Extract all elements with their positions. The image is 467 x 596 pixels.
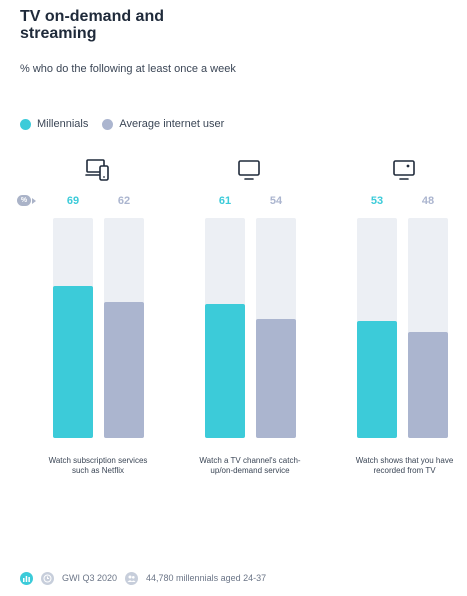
legend-swatch-millennials <box>20 118 31 130</box>
bar-track-average-catchup <box>256 218 296 438</box>
footer-source: GWI Q3 2020 <box>62 573 118 583</box>
legend-label-average: Average internet user <box>119 118 225 130</box>
legend: Millennials Average internet user <box>20 117 238 131</box>
percent-badge: % <box>17 195 31 206</box>
percent-badge-arrow <box>32 198 36 204</box>
bar-track-millennials-netflix <box>53 218 93 438</box>
tv-icon <box>238 160 260 180</box>
bar-millennials-recorded <box>357 321 397 438</box>
clock-icon <box>41 571 54 585</box>
value-label-millennials-netflix: 69 <box>66 195 80 207</box>
chart-icon <box>20 571 33 585</box>
value-label-millennials-catchup: 61 <box>218 195 232 207</box>
value-label-millennials-recorded: 53 <box>370 195 384 207</box>
legend-swatch-average <box>102 118 114 130</box>
footer: GWI Q3 2020 44,780 millennials aged 24-3… <box>20 571 274 585</box>
bar-millennials-catchup <box>205 303 245 438</box>
legend-item-average: Average internet user <box>102 118 224 130</box>
legend-label-millennials: Millennials <box>37 118 89 130</box>
value-label-average-recorded: 48 <box>421 195 435 207</box>
bar-track-average-recorded <box>408 218 448 438</box>
category-label-catchup: Watch a TV channel's catch-up/on-demand … <box>199 456 301 475</box>
value-label-average-catchup: 54 <box>269 195 283 207</box>
legend-item-millennials: Millennials <box>20 118 88 130</box>
bar-average-catchup <box>256 319 296 438</box>
chart-title: TV on-demand and streaming <box>20 8 164 42</box>
bar-millennials-netflix <box>53 286 93 438</box>
bar-track-millennials-catchup <box>205 218 245 438</box>
bar-average-recorded <box>408 332 448 438</box>
footer-sample: 44,780 millennials aged 24-37 <box>146 573 267 583</box>
devices-icon <box>85 159 109 181</box>
category-label-recorded: Watch shows that you have recorded from … <box>355 456 454 475</box>
value-label-average-netflix: 62 <box>117 195 131 207</box>
bar-track-average-netflix <box>104 218 144 438</box>
category-label-netflix: Watch subscription services such as Netf… <box>48 456 148 475</box>
bar-track-millennials-recorded <box>357 218 397 438</box>
bar-average-netflix <box>104 301 144 438</box>
recorder-icon <box>393 160 415 180</box>
people-icon <box>125 571 139 585</box>
chart-subtitle: % who do the following at least once a w… <box>20 63 236 75</box>
